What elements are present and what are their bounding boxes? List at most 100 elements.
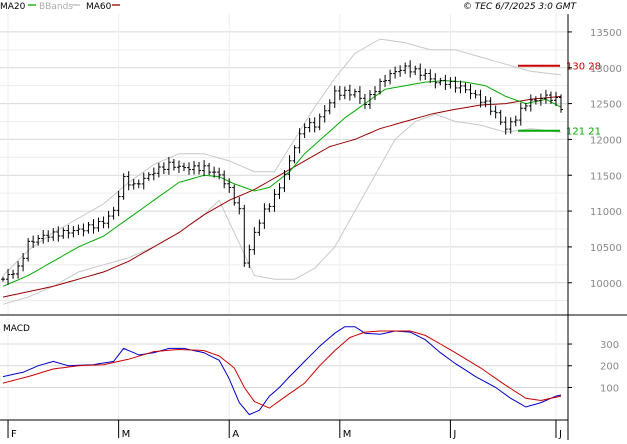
ohlc-bar	[56, 226, 61, 242]
month-label: F	[11, 429, 17, 440]
ohlc-bar	[453, 76, 458, 93]
ohlc-bar	[267, 203, 272, 213]
ohlc-bar	[41, 230, 46, 244]
ohlc-bar	[96, 217, 101, 232]
price-tick-label: 13000	[590, 64, 622, 75]
ohlc-bar	[116, 190, 121, 217]
ohlc-bar	[533, 96, 538, 105]
ohlc-bar	[332, 85, 337, 109]
ohlc-bar	[26, 238, 31, 262]
macd-signal-line	[2, 330, 562, 409]
ohlc-bar	[408, 60, 413, 78]
ohlc-bar	[31, 235, 36, 248]
price-tick-label: 11000	[590, 207, 622, 218]
ohlc-bar	[543, 89, 548, 104]
ohlc-bar	[342, 86, 347, 100]
ohlc-bar	[252, 227, 257, 255]
ohlc-bar	[222, 170, 227, 189]
ohlc-bar	[257, 219, 262, 236]
ohlc-bar	[192, 160, 197, 175]
ohlc-bar	[287, 155, 292, 180]
month-label: A	[232, 429, 239, 440]
macd-line	[2, 326, 562, 416]
ohlc-bar	[202, 160, 207, 177]
ohlc-bar	[146, 172, 151, 181]
ohlc-bar	[317, 113, 322, 131]
ohlc-bar	[443, 74, 448, 91]
ohlc-bar	[176, 160, 181, 174]
ohlc-bar	[156, 162, 161, 178]
price-tick-label: 12000	[590, 135, 622, 146]
ohlc-bar	[227, 178, 232, 193]
ohlc-bar	[463, 82, 468, 93]
ohlc-bar	[327, 99, 332, 115]
ohlc-bars	[1, 60, 563, 285]
ohlc-bar	[468, 84, 473, 100]
ohlc-bar	[111, 206, 116, 220]
ohlc-bar	[232, 184, 237, 206]
ohlc-bar	[76, 224, 81, 236]
ohlc-bar	[538, 93, 543, 106]
ohlc-bar	[413, 65, 418, 76]
ohlc-bar	[121, 173, 126, 200]
ohlc-bar	[458, 80, 463, 94]
ohlc-bar	[423, 68, 428, 81]
ohlc-bar	[131, 179, 136, 190]
price-tick-label: 10000	[590, 279, 622, 290]
price-grid	[0, 14, 568, 315]
ohlc-bar	[66, 224, 71, 239]
ohlc-bar	[262, 203, 267, 229]
ohlc-bar	[297, 128, 302, 154]
ohlc-bar	[388, 69, 393, 85]
ohlc-bar	[448, 77, 453, 89]
ohlc-bar	[503, 116, 508, 135]
bollinger-bands	[2, 38, 562, 305]
ohlc-bar	[21, 252, 26, 272]
ohlc-bar	[488, 97, 493, 116]
ohlc-bar	[378, 78, 383, 95]
ohlc-bar	[6, 268, 11, 285]
price-annotations: 130 28 121 21	[518, 62, 601, 138]
ohlc-bar	[478, 89, 483, 108]
ohlc-bar	[373, 86, 377, 101]
indicator-legend: MA20 BBands MA60	[0, 2, 120, 12]
ohlc-bar	[498, 109, 503, 126]
ma20-path	[2, 80, 562, 287]
ohlc-bar	[559, 94, 563, 113]
ohlc-bar	[151, 167, 156, 181]
ohlc-bar	[126, 171, 131, 191]
ohlc-bar	[86, 221, 91, 234]
level-marker-label: 130 28	[566, 62, 601, 73]
ohlc-bar	[307, 117, 312, 133]
month-label: J	[558, 429, 562, 440]
ohlc-bar	[61, 227, 66, 239]
ohlc-bar	[141, 172, 146, 190]
month-label: M	[343, 429, 352, 440]
ohlc-bar	[282, 170, 287, 193]
ohlc-bar	[428, 69, 433, 84]
ohlc-bar	[483, 96, 488, 108]
legend-ma60-label: MA60	[86, 2, 112, 12]
ohlc-bar	[292, 145, 297, 164]
macd-grid	[0, 318, 568, 420]
ohlc-bar	[518, 102, 523, 126]
macd-tick-label: 300	[600, 340, 619, 351]
ohlc-bar	[272, 188, 277, 212]
ma20-line	[2, 80, 562, 287]
macd-title: MACD	[3, 324, 30, 334]
month-label: J	[452, 429, 456, 440]
ohlc-bar	[337, 85, 342, 101]
ohlc-bar	[171, 159, 176, 171]
ohlc-bar	[418, 63, 423, 81]
ohlc-bar	[197, 162, 202, 175]
ohlc-bar	[106, 210, 111, 229]
ohlc-bar	[247, 244, 252, 269]
ohlc-bar	[11, 269, 16, 279]
macd-axis: 100 200 300	[568, 340, 619, 394]
ohlc-bar	[71, 226, 76, 238]
ohlc-bar	[362, 93, 367, 109]
ma60-line	[2, 95, 562, 298]
ohlc-bar	[357, 86, 362, 104]
ohlc-bar	[101, 216, 106, 229]
